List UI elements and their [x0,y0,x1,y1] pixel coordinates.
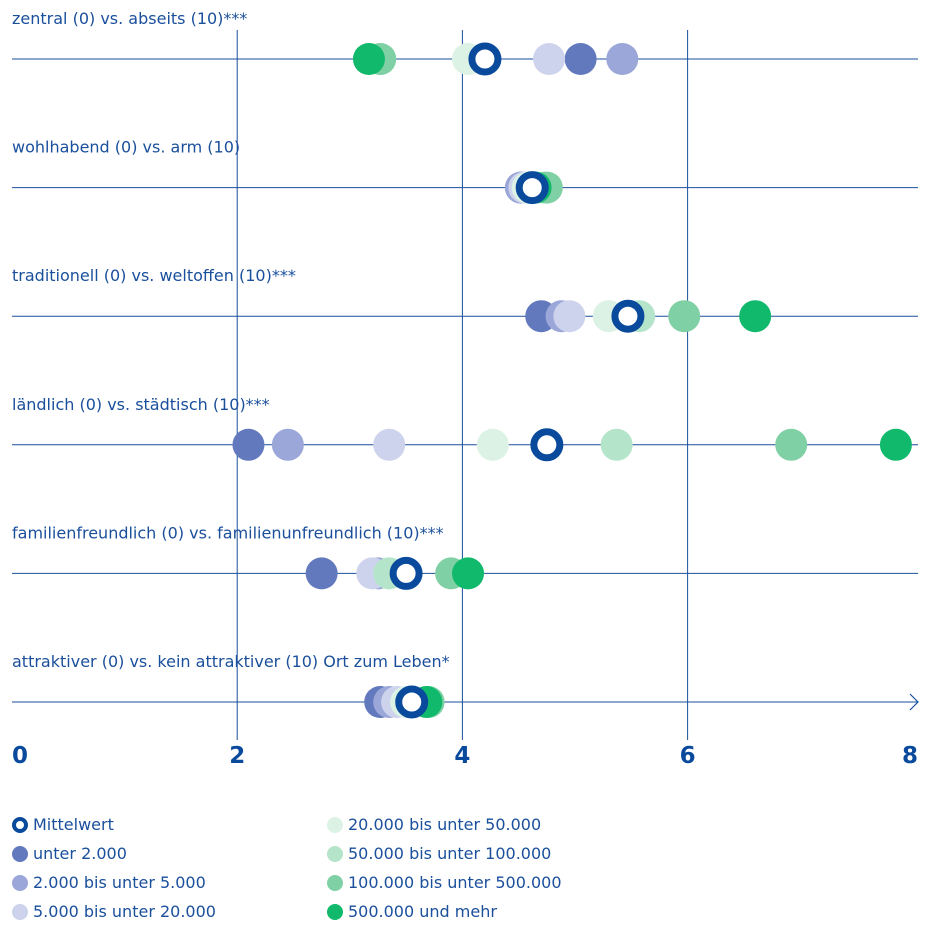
legend-item-unter-2000: unter 2.000 [12,839,216,868]
chart-rows: zentral (0) vs. abseits (10)*** wohlhaben… [12,9,919,719]
legend-column-left: Mittelwert unter 2.000 2.000 bis unter 5.0… [12,810,216,926]
dot-mittelwert [611,299,645,333]
legend-label: unter 2.000 [33,844,127,863]
legend-label: 500.000 und mehr [348,902,497,921]
legend-label: Mittelwert [33,815,114,834]
dot-5000-bis-20000 [553,300,586,333]
legend-label: 5.000 bis unter 20.000 [33,902,216,921]
row-label: wohlhabend (0) vs. arm (10) [12,138,240,157]
circle-icon [12,845,28,862]
dot-unter-2000 [232,428,265,461]
dot-50000-bis-100000 [600,428,633,461]
circle-icon [12,903,28,920]
circle-icon [327,903,343,920]
row-label: zentral (0) vs. abseits (10)*** [12,9,247,28]
dot-mittelwert [530,428,564,462]
row-1: zentral (0) vs. abseits (10)*** [12,9,918,76]
row-label: familienfreundlich (0) vs. familienunfre… [12,523,444,542]
legend-item-100000-bis-500000: 100.000 bis unter 500.000 [327,868,562,897]
legend-label: 20.000 bis unter 50.000 [348,815,542,834]
dot-mittelwert [468,42,502,76]
dot-100000-bis-500000 [775,428,808,461]
x-axis-arrow-icon [909,693,919,711]
legend-item-20000-bis-50000: 20.000 bis unter 50.000 [327,810,562,839]
dot-2000-bis-5000 [606,43,639,75]
circle-icon [327,816,343,833]
vertical-gridlines [236,30,689,740]
dot-mittelwert [395,685,429,719]
circle-icon [327,874,343,891]
row-2: wohlhabend (0) vs. arm (10) [12,138,918,205]
dot-unter-2000 [305,557,338,590]
legend-label: 2.000 bis unter 5.000 [33,873,206,892]
legend-label: 100.000 bis unter 500.000 [348,873,562,892]
tick-label-0: 0 [12,743,28,769]
legend-column-right: 20.000 bis unter 50.000 50.000 bis unter … [327,810,562,926]
tick-label-4: 4 [454,743,470,769]
row-5: familienfreundlich (0) vs. familienunfre… [12,523,918,590]
tick-label-6: 6 [680,743,696,769]
tick-label-8: 8 [902,743,918,769]
dot-5000-bis-20000 [533,43,566,75]
dot-mittelwert [389,556,423,590]
dot-mittelwert [515,171,549,205]
row-label: attraktiver (0) vs. kein attraktiver (10… [12,652,450,671]
dot-20000-bis-50000 [476,428,509,461]
legend-item-50000-bis-100000: 50.000 bis unter 100.000 [327,839,562,868]
dot-500000-und-mehr [739,300,772,333]
dot-500000-und-mehr [352,43,385,75]
row-label: traditionell (0) vs. weltoffen (10)*** [12,266,296,285]
dot-unter-2000 [564,43,597,75]
legend-item-5000-bis-20000: 5.000 bis unter 20.000 [12,897,216,926]
row-6: attraktiver (0) vs. kein attraktiver (10… [12,652,919,719]
row-3: traditionell (0) vs. weltoffen (10)*** [12,266,918,333]
dot-2000-bis-5000 [271,428,304,461]
legend-item-2000-bis-5000: 2.000 bis unter 5.000 [12,868,216,897]
legend-label: 50.000 bis unter 100.000 [348,844,552,863]
dot-100000-bis-500000 [668,300,701,333]
ring-icon [12,816,28,833]
legend: Mittelwert unter 2.000 2.000 bis unter 5.0… [12,810,912,921]
dot-500000-und-mehr [879,428,912,461]
legend-item-500000-und-mehr: 500.000 und mehr [327,897,562,926]
circle-icon [327,845,343,862]
dot-500000-und-mehr [452,557,485,590]
dot-plot-chart: zentral (0) vs. abseits (10)*** wohlhaben… [12,9,919,769]
tick-label-2: 2 [229,743,245,769]
row-label: ländlich (0) vs. städtisch (10)*** [12,395,270,414]
legend-item-mittelwert: Mittelwert [12,810,216,839]
dot-5000-bis-20000 [373,428,406,461]
circle-icon [12,874,28,891]
x-axis-ticks: 0 2 4 6 8 [12,743,918,769]
row-4: ländlich (0) vs. städtisch (10)*** [12,395,918,462]
